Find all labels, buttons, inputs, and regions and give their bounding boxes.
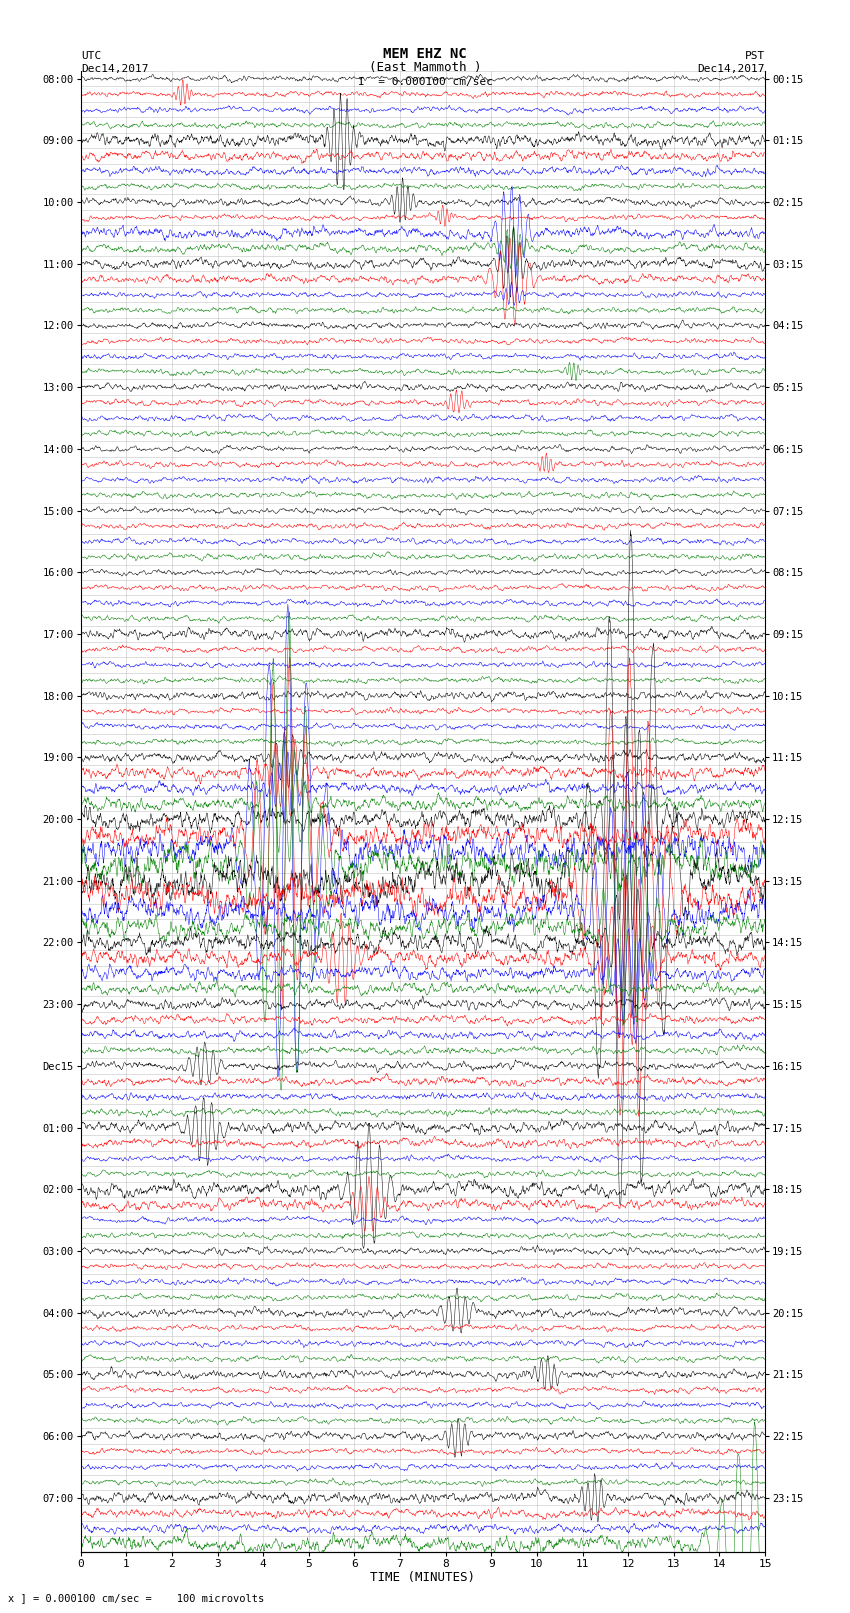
Text: Dec14,2017: Dec14,2017 — [81, 65, 148, 74]
X-axis label: TIME (MINUTES): TIME (MINUTES) — [371, 1571, 475, 1584]
Text: I  = 0.000100 cm/sec: I = 0.000100 cm/sec — [358, 77, 492, 87]
Text: MEM EHZ NC: MEM EHZ NC — [383, 47, 467, 61]
Text: PST: PST — [745, 52, 765, 61]
Text: x ] = 0.000100 cm/sec =    100 microvolts: x ] = 0.000100 cm/sec = 100 microvolts — [8, 1594, 264, 1603]
Text: UTC: UTC — [81, 52, 101, 61]
Text: Dec14,2017: Dec14,2017 — [698, 65, 765, 74]
Text: (East Mammoth ): (East Mammoth ) — [369, 61, 481, 74]
